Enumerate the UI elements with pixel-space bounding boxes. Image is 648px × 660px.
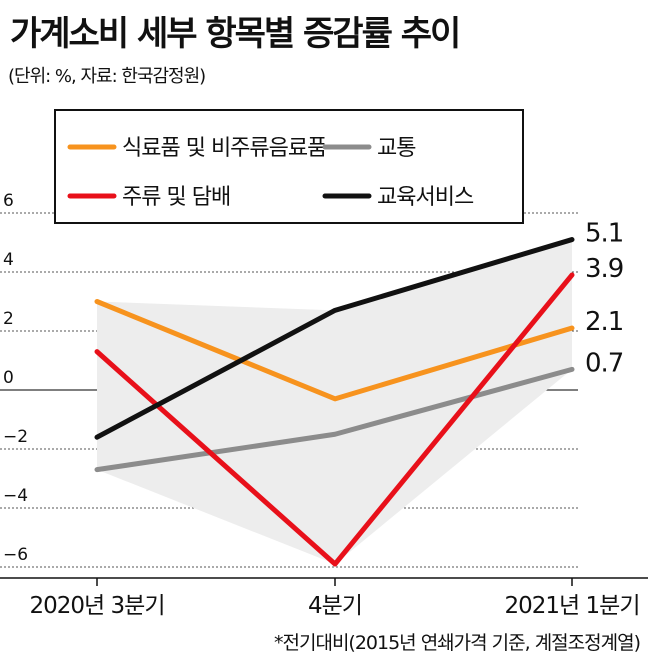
legend-label: 주류 및 담배: [122, 185, 230, 210]
y-tick-label: −4: [3, 486, 28, 506]
y-tick-label: 0: [3, 368, 14, 388]
series-lines: [94, 237, 575, 567]
chart-title: 가계소비 세부 항목별 증감률 추이: [10, 14, 461, 54]
x-tick-label: 4분기: [308, 593, 362, 619]
y-tick-label: 6: [3, 191, 14, 211]
data-label: 5.1: [585, 219, 623, 249]
range-shading: [97, 239, 572, 565]
series-line: [94, 272, 575, 567]
x-axis: 2020년 3분기 4분기 2021년 1분기: [0, 577, 648, 619]
footnote: *전기대비(2015년 연쇄가격 기준, 계절조정계열): [274, 632, 641, 654]
end-labels: 5.1 3.9 2.1 0.7: [585, 219, 624, 379]
x-tick-label: 2020년 3분기: [30, 593, 165, 619]
legend-box: [54, 109, 524, 224]
legend-label: 교육서비스: [377, 185, 474, 210]
y-tick-label: 4: [3, 250, 14, 270]
data-label: 2.1: [585, 307, 623, 337]
legend-label: 식료품 및 비주류음료품: [122, 136, 327, 161]
data-label: 0.7: [585, 348, 623, 378]
y-axis: 6 4 2 0 −2 −4 −6: [3, 191, 28, 565]
chart-subtitle: (단위: %, 자료: 한국감정원): [8, 66, 206, 87]
y-tick-label: −6: [3, 545, 28, 565]
series-line: [94, 299, 575, 402]
x-tick-label: 2021년 1분기: [505, 593, 640, 619]
y-tick-label: −2: [3, 427, 28, 447]
data-label: 3.9: [585, 254, 623, 284]
y-tick-label: 2: [3, 309, 14, 329]
series-line: [94, 237, 575, 440]
legend-label: 교통: [377, 136, 416, 161]
series-line: [94, 366, 575, 473]
shaded-range: [97, 239, 572, 565]
